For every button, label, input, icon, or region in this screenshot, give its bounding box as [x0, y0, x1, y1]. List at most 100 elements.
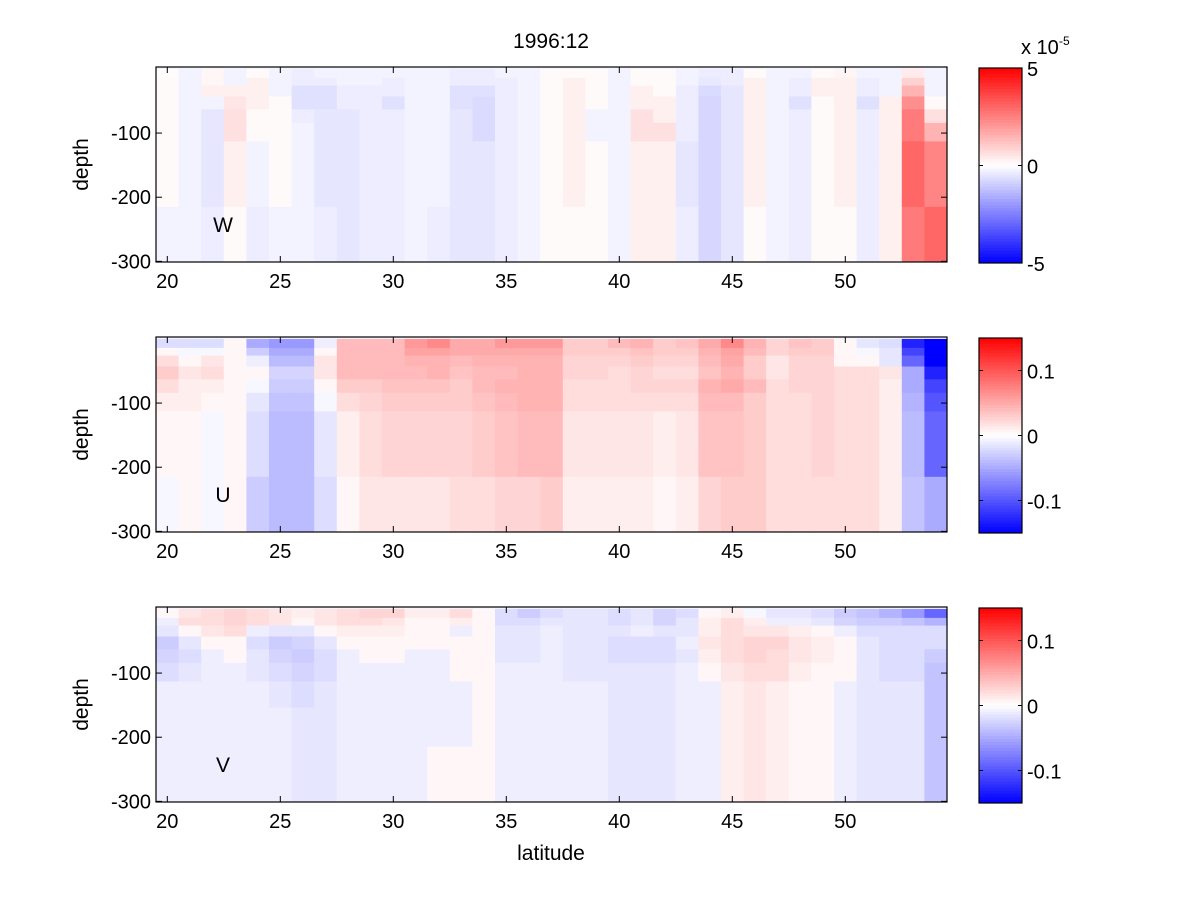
heatmap-cell	[336, 662, 360, 682]
colorbar-swatch	[979, 611, 1022, 615]
colorbar-swatch	[979, 113, 1022, 118]
heatmap-cell	[879, 122, 903, 142]
heatmap-cell	[608, 347, 631, 356]
heatmap-cell	[201, 608, 225, 619]
heatmap-cell	[698, 662, 722, 682]
heatmap-cell	[585, 68, 609, 79]
heatmap-cell	[359, 77, 383, 86]
heatmap-cell	[495, 85, 518, 97]
heatmap-cell	[517, 77, 541, 86]
heatmap-cell	[675, 707, 699, 748]
heatmap-cell	[449, 109, 473, 124]
colorbar-swatch	[979, 614, 1022, 618]
heatmap-cell	[834, 392, 857, 412]
heatmap-cell	[562, 85, 586, 97]
heatmap-cell	[721, 392, 744, 412]
heatmap-cell	[788, 746, 812, 802]
heatmap-cell	[359, 636, 383, 650]
heatmap-cell	[269, 68, 292, 79]
heatmap-cell	[314, 347, 338, 356]
colorbar-swatch	[979, 341, 1022, 345]
heatmap-cell	[834, 96, 857, 110]
heatmap-cell	[630, 109, 654, 124]
heatmap-cell	[901, 68, 925, 79]
heatmap-cell	[698, 746, 722, 802]
heatmap-cell	[811, 96, 835, 110]
colorbar-swatch	[979, 650, 1022, 655]
heatmap-cell	[630, 437, 654, 478]
x-tick-label: 40	[608, 811, 630, 833]
heatmap-cell	[314, 355, 338, 367]
heatmap-cell	[382, 411, 405, 439]
heatmap-cell	[223, 681, 247, 709]
heatmap-cell	[291, 347, 315, 356]
heatmap-cell	[382, 347, 405, 356]
heatmap-cell	[608, 366, 631, 380]
heatmap-cell	[201, 347, 225, 356]
colorbar-swatch	[979, 681, 1022, 685]
heatmap-cell	[427, 746, 451, 802]
heatmap-cell	[608, 96, 631, 110]
colorbar-swatch	[979, 241, 1022, 246]
heatmap-cell	[178, 347, 202, 356]
heatmap-cell	[924, 355, 948, 367]
heatmap-cell	[743, 437, 767, 478]
heatmap-cell	[698, 437, 722, 478]
heatmap-cell	[698, 617, 722, 626]
heatmap-cell	[495, 366, 518, 380]
heatmap-cell	[246, 77, 270, 86]
heatmap-cell	[675, 746, 699, 802]
heatmap-cell	[223, 617, 247, 626]
heatmap-cell	[721, 338, 744, 349]
heatmap-cell	[246, 167, 270, 208]
colorbar-swatch	[979, 459, 1022, 464]
colorbar-swatch	[979, 751, 1022, 755]
heatmap-cell	[246, 96, 270, 110]
heatmap-cell	[201, 636, 225, 650]
heatmap-cell	[540, 347, 564, 356]
heatmap-cell	[675, 617, 699, 626]
heatmap-cell	[314, 77, 338, 86]
colorbar-swatch	[979, 365, 1022, 369]
colorbar-swatch	[979, 766, 1022, 770]
heatmap-cell	[653, 437, 677, 478]
heatmap-cell	[653, 366, 677, 380]
heatmap-cell	[856, 379, 880, 394]
heatmap-cell	[811, 109, 835, 124]
heatmap-cell	[156, 77, 179, 86]
heatmap-cell	[359, 141, 383, 169]
heatmap-cell	[811, 437, 835, 478]
heatmap-cell	[359, 109, 383, 124]
heatmap-cell	[901, 167, 925, 208]
heatmap-cell	[201, 167, 225, 208]
colorbar-swatch	[979, 247, 1022, 252]
heatmap-cell	[743, 338, 767, 349]
heatmap-cell	[698, 347, 722, 356]
colorbar-swatch	[979, 417, 1022, 421]
heatmap-cell	[472, 338, 496, 349]
heatmap-cell	[698, 85, 722, 97]
colorbar-swatch	[979, 186, 1022, 191]
heatmap-cell	[743, 355, 767, 367]
heatmap-cell	[562, 707, 586, 748]
heatmap-cell	[336, 122, 360, 142]
heatmap-cell	[788, 206, 812, 262]
colorbar-tick-label: 0	[1027, 697, 1038, 719]
heatmap-cell	[788, 141, 812, 169]
colorbar-swatch	[979, 778, 1022, 783]
colorbar-swatch	[979, 659, 1022, 664]
heatmap-cell	[811, 476, 835, 532]
heatmap-cell	[427, 141, 451, 169]
heatmap-cell	[314, 141, 338, 169]
heatmap-cell	[608, 608, 631, 619]
heatmap-cell	[924, 746, 948, 802]
colorbar-swatch	[979, 150, 1022, 154]
heatmap-cell	[427, 625, 451, 637]
heatmap-cell	[201, 476, 225, 532]
heatmap-cell	[246, 746, 270, 802]
heatmap-cell	[314, 746, 338, 802]
heatmap-cell	[630, 746, 654, 802]
heatmap-cell	[201, 625, 225, 637]
heatmap-cell	[721, 206, 744, 262]
heatmap-cell	[246, 366, 270, 380]
